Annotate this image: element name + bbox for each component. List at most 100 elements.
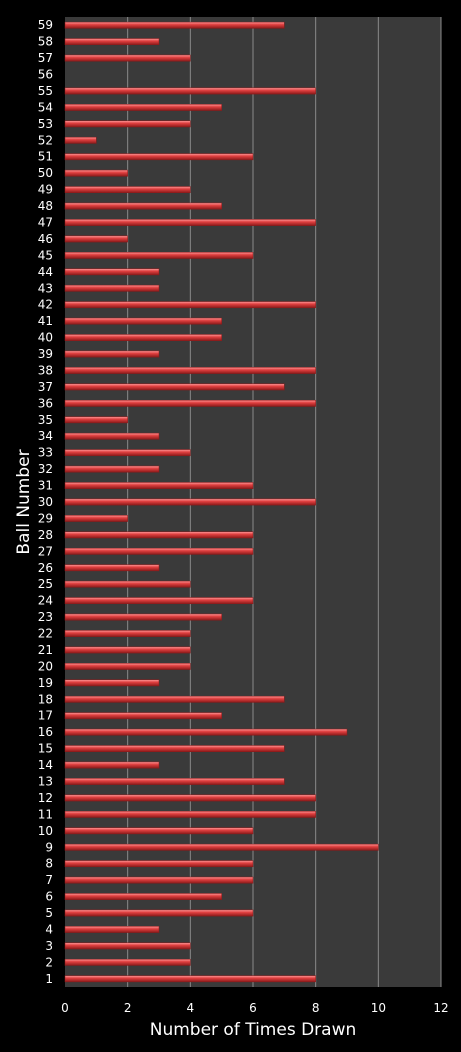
y-tick-label: 9 bbox=[45, 840, 53, 854]
y-tick-label: 29 bbox=[38, 511, 53, 525]
y-tick-label: 11 bbox=[38, 807, 53, 821]
bar-ball-15 bbox=[64, 745, 285, 752]
y-tick-label: 21 bbox=[38, 643, 53, 657]
bar-ball-51 bbox=[64, 153, 254, 161]
bar-ball-4 bbox=[64, 926, 160, 933]
bar-ball-57 bbox=[64, 54, 191, 62]
bar-ball-23 bbox=[64, 613, 222, 621]
y-tick-label: 15 bbox=[38, 742, 53, 756]
y-tick-label: 53 bbox=[38, 117, 53, 131]
y-tick-label: 17 bbox=[38, 709, 53, 723]
bar-ball-43 bbox=[64, 284, 160, 292]
bar-ball-55 bbox=[64, 87, 316, 95]
bar-ball-54 bbox=[64, 104, 222, 111]
y-tick-label: 8 bbox=[45, 857, 53, 871]
bar-ball-28 bbox=[64, 531, 254, 539]
x-tick-label: 12 bbox=[433, 1001, 448, 1015]
y-tick-label: 31 bbox=[38, 479, 53, 493]
y-tick-label: 3 bbox=[45, 939, 53, 953]
y-tick-label: 56 bbox=[38, 68, 53, 82]
bar-ball-25 bbox=[64, 580, 191, 588]
bar-ball-11 bbox=[64, 810, 316, 818]
bar-ball-3 bbox=[64, 942, 191, 950]
y-tick-label: 59 bbox=[38, 18, 53, 32]
x-tick-label: 0 bbox=[61, 1001, 69, 1015]
y-tick-label: 12 bbox=[38, 791, 53, 805]
x-axis-title: Number of Times Drawn bbox=[150, 1020, 357, 1040]
y-tick-label: 19 bbox=[38, 676, 53, 690]
y-tick-label: 48 bbox=[38, 199, 53, 213]
bar-ball-19 bbox=[64, 679, 160, 687]
bar-ball-37 bbox=[64, 383, 285, 391]
bar-ball-47 bbox=[64, 219, 316, 226]
bar-ball-41 bbox=[64, 317, 222, 325]
y-tick-label: 34 bbox=[38, 429, 53, 443]
y-tick-label: 54 bbox=[38, 100, 53, 114]
y-tick-label: 27 bbox=[38, 544, 53, 558]
bar-ball-17 bbox=[64, 712, 222, 720]
bar-ball-24 bbox=[64, 597, 254, 605]
y-tick-label: 35 bbox=[38, 413, 53, 427]
bar-ball-59 bbox=[64, 21, 285, 29]
y-tick-label: 10 bbox=[38, 824, 53, 838]
bar-ball-13 bbox=[64, 778, 285, 785]
y-tick-label: 33 bbox=[38, 446, 53, 460]
y-tick-label: 57 bbox=[38, 51, 53, 65]
y-tick-label: 49 bbox=[38, 183, 53, 197]
x-tick-label: 8 bbox=[312, 1001, 320, 1015]
y-tick-label: 41 bbox=[38, 314, 53, 328]
bar-ball-52 bbox=[64, 136, 97, 144]
y-tick-label: 7 bbox=[45, 873, 53, 887]
bar-ball-48 bbox=[64, 202, 222, 210]
y-tick-label: 58 bbox=[38, 35, 53, 49]
bar-ball-40 bbox=[64, 334, 222, 341]
y-tick-labels: 1234567891011121314151617181920212223242… bbox=[38, 18, 53, 986]
y-tick-label: 4 bbox=[45, 922, 53, 936]
y-tick-label: 18 bbox=[38, 692, 53, 706]
x-tick-label: 10 bbox=[371, 1001, 386, 1015]
y-tick-label: 44 bbox=[38, 265, 53, 279]
bar-ball-12 bbox=[64, 794, 316, 802]
bar-ball-39 bbox=[64, 350, 160, 358]
bar-ball-44 bbox=[64, 268, 160, 276]
y-tick-label: 26 bbox=[38, 561, 53, 575]
bar-ball-22 bbox=[64, 630, 191, 637]
y-tick-label: 55 bbox=[38, 84, 53, 98]
bar-ball-42 bbox=[64, 301, 316, 309]
bar-ball-26 bbox=[64, 564, 160, 572]
y-tick-label: 43 bbox=[38, 281, 53, 295]
bar-ball-50 bbox=[64, 169, 128, 177]
y-tick-label: 25 bbox=[38, 577, 53, 591]
y-tick-label: 2 bbox=[45, 955, 53, 969]
y-tick-label: 47 bbox=[38, 216, 53, 230]
bar-ball-10 bbox=[64, 827, 254, 835]
y-tick-label: 30 bbox=[38, 495, 53, 509]
bar-ball-14 bbox=[64, 761, 160, 769]
x-tick-label: 2 bbox=[124, 1001, 132, 1015]
bar-ball-38 bbox=[64, 367, 316, 374]
y-tick-label: 52 bbox=[38, 133, 53, 147]
y-tick-label: 6 bbox=[45, 890, 53, 904]
y-tick-label: 51 bbox=[38, 150, 53, 164]
y-tick-label: 40 bbox=[38, 331, 53, 345]
bar-ball-30 bbox=[64, 498, 316, 506]
y-tick-label: 22 bbox=[38, 627, 53, 641]
bar-ball-45 bbox=[64, 252, 254, 259]
bar-ball-29 bbox=[64, 515, 128, 522]
y-tick-label: 46 bbox=[38, 232, 53, 246]
y-tick-label: 38 bbox=[38, 363, 53, 377]
y-tick-label: 1 bbox=[45, 972, 53, 986]
bar-ball-31 bbox=[64, 482, 254, 489]
y-axis-title: Ball Number bbox=[14, 449, 34, 554]
bar-ball-34 bbox=[64, 432, 160, 440]
x-tick-label: 6 bbox=[249, 1001, 257, 1015]
bar-ball-27 bbox=[64, 547, 254, 555]
bar-ball-35 bbox=[64, 416, 128, 424]
bar-ball-2 bbox=[64, 958, 191, 966]
bars bbox=[64, 21, 379, 983]
y-tick-label: 39 bbox=[38, 347, 53, 361]
bar-ball-32 bbox=[64, 465, 160, 473]
bar-ball-18 bbox=[64, 695, 285, 703]
y-tick-label: 16 bbox=[38, 725, 53, 739]
